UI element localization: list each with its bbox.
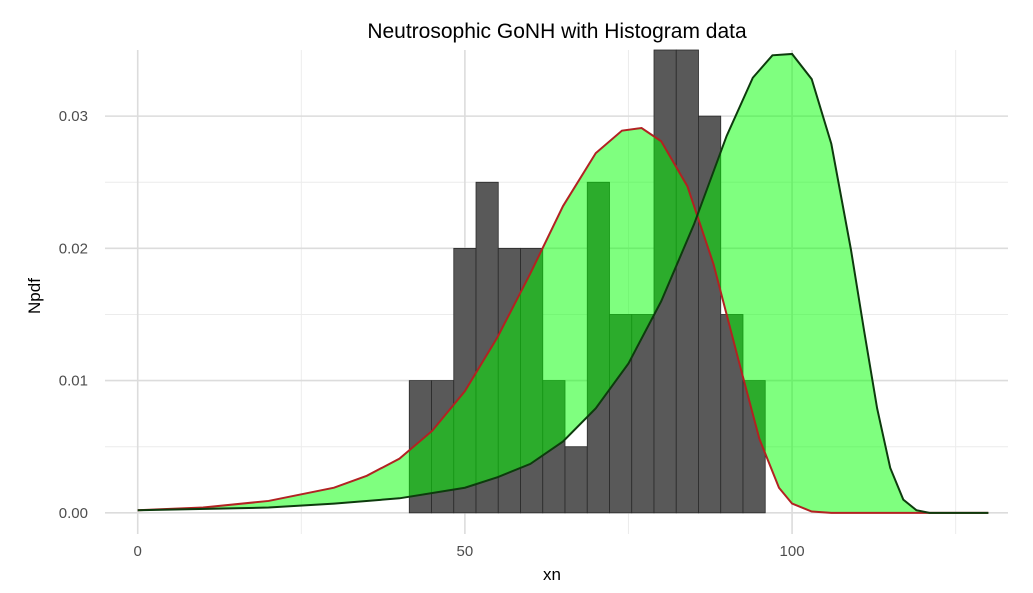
chart-title: Neutrosophic GoNH with Histogram data — [367, 20, 747, 43]
x-tick-label: 50 — [457, 543, 474, 560]
histogram-bar — [564, 446, 588, 514]
y-tick-label: 0.02 — [59, 240, 88, 257]
y-axis-title: Npdf — [25, 278, 44, 314]
x-axis-title: xn — [543, 565, 561, 584]
y-tick-labels: 0.00 0.01 0.02 0.03 — [59, 108, 88, 522]
x-tick-labels: 0 50 100 — [134, 543, 805, 560]
y-tick-label: 0.03 — [59, 108, 88, 125]
y-tick-label: 0.00 — [59, 505, 88, 522]
histogram-bar — [675, 49, 699, 514]
lower-curve — [137, 126, 989, 514]
band-fill — [137, 53, 989, 513]
x-tick-label: 0 — [134, 543, 142, 560]
neutrosophic-band — [137, 53, 989, 513]
y-tick-label: 0.01 — [59, 373, 88, 390]
upper-curve — [137, 52, 989, 514]
curves — [137, 52, 989, 514]
x-tick-label: 100 — [780, 543, 805, 560]
